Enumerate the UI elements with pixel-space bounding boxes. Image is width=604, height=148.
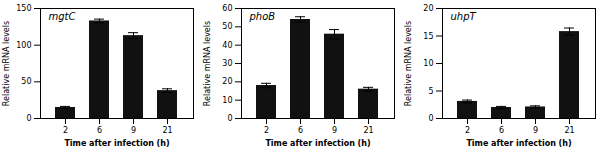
svg-text:6: 6 <box>298 126 303 135</box>
svg-text:2: 2 <box>63 126 68 135</box>
svg-text:10: 10 <box>423 59 433 68</box>
svg-text:60: 60 <box>222 4 232 13</box>
svg-text:Relative mRNA levels: Relative mRNA levels <box>404 21 413 106</box>
svg-text:6: 6 <box>97 126 102 135</box>
svg-text:mgtC: mgtC <box>49 11 76 22</box>
svg-text:150: 150 <box>16 4 31 13</box>
svg-text:15: 15 <box>423 32 433 41</box>
svg-text:40: 40 <box>222 41 232 50</box>
svg-text:2: 2 <box>264 126 269 135</box>
svg-text:100: 100 <box>16 41 31 50</box>
svg-text:5: 5 <box>428 87 433 96</box>
svg-text:9: 9 <box>332 126 337 135</box>
svg-text:2: 2 <box>465 126 470 135</box>
svg-text:6: 6 <box>499 126 504 135</box>
svg-text:Time after infection (h): Time after infection (h) <box>466 139 571 148</box>
svg-text:20: 20 <box>222 77 232 86</box>
svg-text:9: 9 <box>533 126 538 135</box>
svg-text:Time after infection (h): Time after infection (h) <box>64 139 169 148</box>
svg-text:30: 30 <box>222 59 232 68</box>
svg-text:0: 0 <box>26 114 31 123</box>
svg-text:10: 10 <box>222 96 232 105</box>
svg-text:Relative mRNA levels: Relative mRNA levels <box>203 21 212 106</box>
svg-text:50: 50 <box>222 22 232 31</box>
svg-text:50: 50 <box>21 77 31 86</box>
svg-text:0: 0 <box>428 114 433 123</box>
svg-text:uhpT: uhpT <box>451 11 477 22</box>
svg-text:Relative mRNA levels: Relative mRNA levels <box>2 21 11 106</box>
svg-text:Time after infection (h): Time after infection (h) <box>265 139 370 148</box>
svg-text:20: 20 <box>423 4 433 13</box>
svg-text:9: 9 <box>131 126 136 135</box>
svg-text:21: 21 <box>363 126 373 135</box>
svg-text:21: 21 <box>564 126 574 135</box>
svg-text:21: 21 <box>162 126 172 135</box>
svg-text:0: 0 <box>227 114 232 123</box>
svg-text:phoB: phoB <box>249 11 276 22</box>
